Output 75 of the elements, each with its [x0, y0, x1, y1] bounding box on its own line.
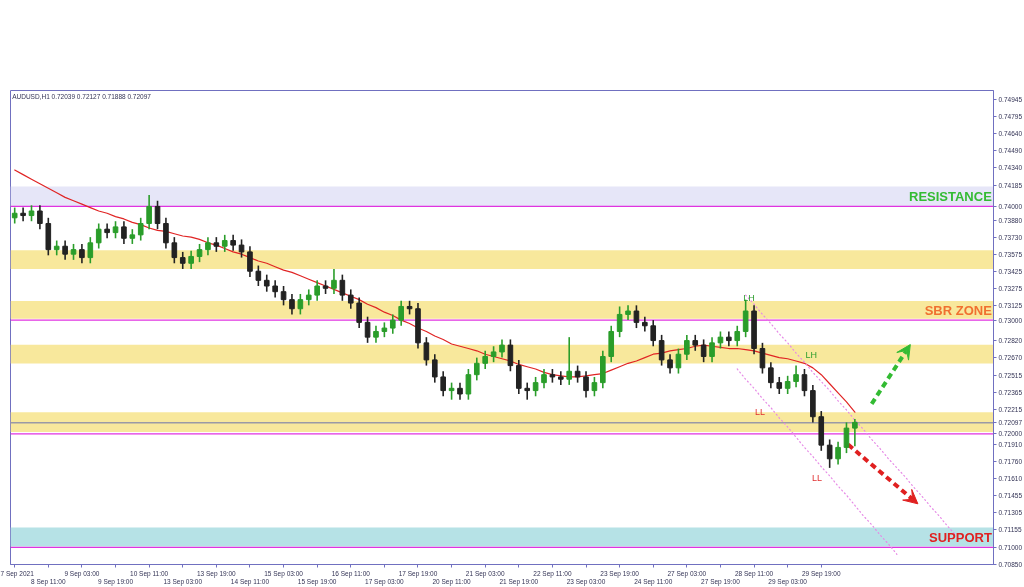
- candlestick: [431, 353, 438, 384]
- candlestick: [709, 336, 715, 363]
- candlestick: [507, 338, 514, 373]
- candlestick: [734, 324, 741, 348]
- candlestick: [20, 206, 26, 223]
- candlestick: [515, 359, 522, 395]
- candlestick: [205, 236, 211, 257]
- candlestick: [675, 347, 682, 375]
- line-series: [736, 368, 898, 555]
- candlestick: [95, 222, 102, 250]
- candlestick: [852, 418, 858, 448]
- candlestick: [171, 236, 178, 265]
- candlestick: [591, 376, 598, 398]
- candlestick: [440, 370, 446, 398]
- candlestick: [843, 421, 850, 454]
- candlestick: [331, 268, 337, 295]
- candlestick: [650, 319, 657, 348]
- candlestick: [62, 239, 68, 261]
- candlestick: [658, 334, 665, 367]
- candlestick: [801, 368, 808, 398]
- candlestick: [289, 293, 295, 316]
- candlestick: [389, 313, 396, 335]
- line-series: [14, 169, 856, 413]
- candlestick: [398, 299, 404, 327]
- candlestick: [667, 353, 673, 375]
- candlestick: [826, 438, 833, 469]
- candlestick: [524, 381, 531, 401]
- annotation: LL: [754, 407, 765, 418]
- annotation: LL: [812, 472, 823, 483]
- candlestick: [684, 334, 690, 361]
- candlestick: [339, 273, 346, 302]
- candlestick: [532, 376, 539, 398]
- candlestick: [196, 243, 203, 263]
- candlestick: [499, 338, 505, 359]
- candlestick: [784, 375, 791, 395]
- candlestick: [347, 288, 354, 310]
- ref-line-label: RESISTANCE: [909, 189, 993, 205]
- candlestick: [79, 243, 85, 265]
- annotation: LH: [805, 349, 817, 360]
- annotation: LH: [743, 293, 755, 304]
- candlestick: [583, 370, 589, 399]
- candlestick: [423, 336, 430, 367]
- candlestick: [87, 236, 94, 265]
- candlestick: [835, 440, 841, 466]
- candlestick: [356, 296, 362, 329]
- candlestick: [616, 305, 623, 338]
- candlestick: [247, 245, 253, 278]
- candlestick: [154, 199, 161, 230]
- ref-line-label: SBR ZONE: [924, 303, 993, 319]
- candlestick: [793, 364, 799, 388]
- candlestick: [121, 220, 127, 245]
- candlestick: [188, 249, 194, 270]
- candlestick: [541, 368, 547, 390]
- candlestick: [566, 336, 573, 386]
- candlestick: [297, 293, 304, 316]
- candlestick: [314, 279, 320, 302]
- candlestick: [558, 370, 564, 386]
- candlestick: [482, 350, 489, 370]
- candlestick: [759, 342, 766, 375]
- candlestick: [137, 217, 144, 242]
- candlestick: [146, 194, 152, 230]
- candlestick: [465, 368, 472, 401]
- ref-line-label: SUPPORT: [928, 530, 992, 546]
- candlestick: [280, 285, 287, 307]
- candlestick: [473, 356, 480, 382]
- candlestick: [364, 315, 371, 344]
- candlestick: [700, 338, 707, 363]
- candlestick: [163, 217, 169, 250]
- candlestick: [768, 361, 774, 390]
- candlestick: [726, 330, 732, 348]
- candlestick: [104, 222, 110, 240]
- candlestick: [238, 238, 245, 259]
- candlestick: [255, 264, 262, 287]
- candlestick: [37, 204, 43, 230]
- candlestick: [633, 304, 640, 329]
